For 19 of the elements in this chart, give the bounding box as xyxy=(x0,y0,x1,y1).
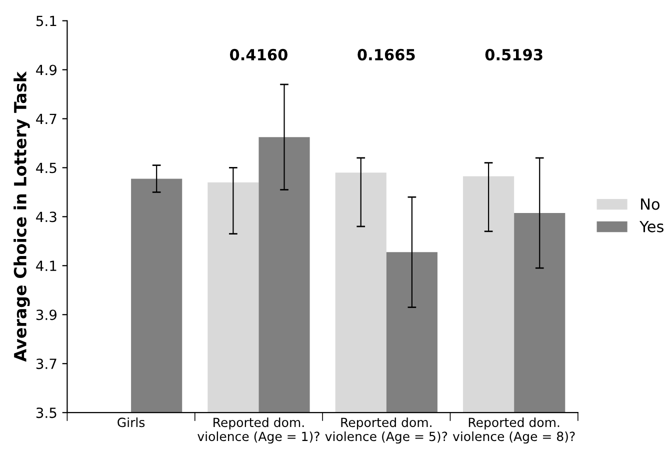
legend-label: Yes xyxy=(640,220,664,232)
x-tick-label: Reported dom. violence (Age = 8)? xyxy=(452,417,575,444)
legend-label: No xyxy=(641,198,660,210)
annotation: 0.5193 xyxy=(485,48,542,60)
x-tick-label: Reported dom. violence (Age = 5)? xyxy=(325,417,448,444)
y-tick-label: 4.1 xyxy=(36,260,56,271)
y-tick-label: 5.1 xyxy=(36,16,56,26)
y-tick-label: 3.5 xyxy=(36,408,56,418)
y-tick-label: 4.3 xyxy=(36,212,56,222)
annotation: 0.1665 xyxy=(358,48,415,60)
annotation: 0.4160 xyxy=(230,48,288,60)
y-tick-label: 3.9 xyxy=(36,310,56,320)
y-tick-label: 4.7 xyxy=(36,114,56,124)
y-tick-label: 4.9 xyxy=(36,64,56,76)
x-tick-label: Girls xyxy=(118,417,145,428)
x-tick-label: Reported dom. violence (Age = 1)? xyxy=(198,417,320,444)
y-axis-title: Average Choice in Lottery Task xyxy=(14,71,30,362)
y-tick-label: 3.7 xyxy=(36,358,56,370)
y-tick-label: 4.5 xyxy=(36,162,56,174)
